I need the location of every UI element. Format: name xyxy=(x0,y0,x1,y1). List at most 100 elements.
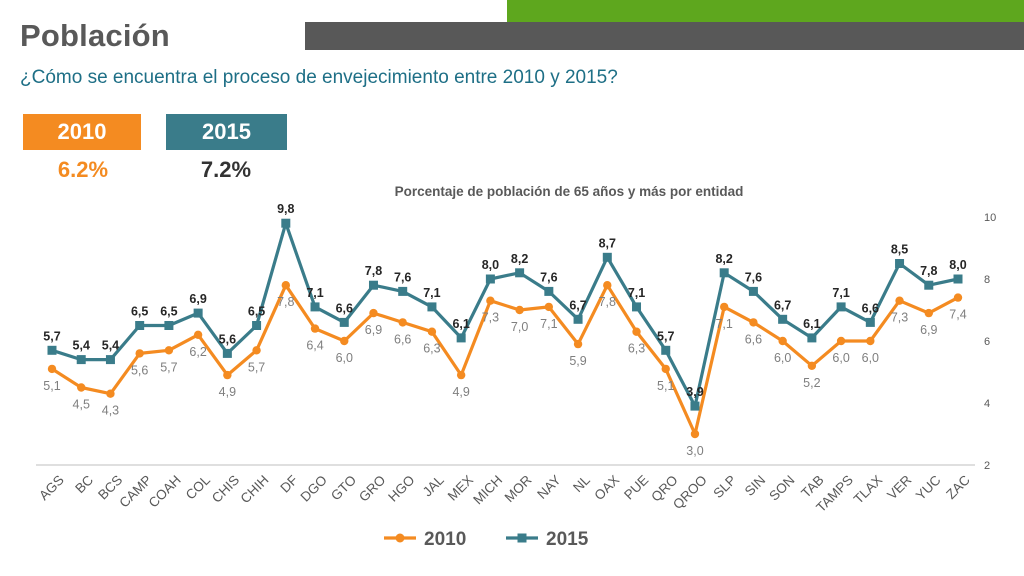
data-label-2015: 3,9 xyxy=(686,385,703,399)
point-2010-sin xyxy=(749,318,758,327)
point-2015-chis xyxy=(222,348,232,358)
data-label-2010: 6,0 xyxy=(774,351,791,365)
series-line-2015 xyxy=(51,221,959,408)
data-label-2010: 7,3 xyxy=(482,311,499,325)
point-2015-qroo xyxy=(690,401,700,411)
data-label-2010: 4,5 xyxy=(73,398,90,412)
point-2010-df xyxy=(281,281,291,290)
point-2010-nay xyxy=(544,302,554,312)
data-label-2015: 7,1 xyxy=(628,286,645,300)
point-2010-gro xyxy=(369,308,378,318)
point-2015-dgo xyxy=(310,302,320,312)
data-label-2015: 8,7 xyxy=(599,236,616,250)
data-label-2015: 8,0 xyxy=(482,258,499,272)
point-2010-slp xyxy=(719,302,729,312)
x-tick-label: JAL xyxy=(420,472,447,499)
x-tick-label: DGO xyxy=(298,472,330,504)
data-label-2010: 5,1 xyxy=(43,379,60,393)
legend-marker-2015 xyxy=(517,533,527,543)
point-2015-pue xyxy=(632,302,642,312)
point-2010-ver xyxy=(895,296,904,305)
x-tick-label: TLAX xyxy=(851,472,885,506)
point-2010-zac xyxy=(953,293,963,302)
x-tick-label: ZAC xyxy=(943,472,973,502)
point-2015-yuc xyxy=(924,280,934,290)
point-2015-mex xyxy=(456,333,466,343)
x-tick-label: SIN xyxy=(742,472,769,499)
x-tick-label: VER xyxy=(884,472,914,502)
y-tick-label: 4 xyxy=(984,398,990,410)
data-label-2015: 7,6 xyxy=(745,270,762,284)
point-2010-tab xyxy=(807,361,817,370)
data-label-2015: 8,0 xyxy=(949,258,966,272)
point-2010-camp xyxy=(135,349,144,358)
point-2015-mor xyxy=(515,268,525,278)
data-label-2015: 6,5 xyxy=(160,305,177,319)
year-box-2010: 2010 xyxy=(23,114,141,150)
legend-marker-2010 xyxy=(395,533,405,543)
point-2015-nl xyxy=(573,314,583,324)
point-2015-ags xyxy=(47,345,57,355)
data-label-2015: 5,4 xyxy=(73,339,90,353)
x-tick-label: MICH xyxy=(470,472,505,507)
y-tick-label: 10 xyxy=(984,212,996,224)
data-label-2015: 7,6 xyxy=(394,270,411,284)
point-2010-mex xyxy=(456,370,466,380)
data-label-2010: 7,8 xyxy=(599,295,616,309)
x-tick-label: GTO xyxy=(328,472,359,503)
x-tick-label: HGO xyxy=(385,472,417,504)
x-tick-label: CAMP xyxy=(116,472,154,510)
point-2015-sin xyxy=(748,286,758,296)
legend-label-2015: 2015 xyxy=(546,529,589,550)
data-label-2015: 6,1 xyxy=(452,317,469,331)
point-2015-coah xyxy=(164,321,174,330)
data-label-2010: 6,9 xyxy=(920,323,937,337)
point-2015-camp xyxy=(135,321,145,330)
point-2015-slp xyxy=(719,268,729,278)
data-label-2010: 4,9 xyxy=(452,385,469,399)
point-2010-pue xyxy=(632,327,641,336)
point-2015-jal xyxy=(427,302,437,312)
y-tick-label: 2 xyxy=(984,460,990,472)
point-2010-coah xyxy=(164,346,174,355)
x-tick-label: SON xyxy=(766,472,797,503)
point-2015-tamps xyxy=(836,302,846,312)
x-tick-label: QROO xyxy=(670,472,710,512)
point-2010-ags xyxy=(47,364,57,374)
data-label-2015: 7,1 xyxy=(306,286,323,300)
x-tick-label: MOR xyxy=(502,472,535,505)
x-tick-label: COL xyxy=(183,472,214,503)
point-2010-hgo xyxy=(398,318,407,327)
header-accent-gray xyxy=(305,22,1024,50)
data-label-2015: 7,8 xyxy=(365,264,382,278)
point-2015-hgo xyxy=(398,286,408,296)
data-label-2015: 6,7 xyxy=(774,298,791,312)
point-2010-dgo xyxy=(310,324,320,333)
point-2015-bcs xyxy=(105,355,115,365)
data-label-2010: 5,6 xyxy=(131,363,148,377)
x-tick-label: CHIS xyxy=(209,472,242,505)
point-2015-df xyxy=(281,218,291,228)
data-label-2015: 6,9 xyxy=(189,292,206,306)
point-2010-bc xyxy=(77,383,86,392)
point-2010-chih xyxy=(252,346,261,355)
data-label-2010: 6,6 xyxy=(745,332,762,346)
data-label-2015: 5,4 xyxy=(102,339,119,353)
data-label-2010: 5,7 xyxy=(248,360,265,374)
point-2010-chis xyxy=(223,370,232,380)
point-2015-col xyxy=(193,308,203,318)
point-2015-tlax xyxy=(865,317,875,327)
data-label-2015: 7,1 xyxy=(832,286,849,300)
data-label-2010: 7,1 xyxy=(540,317,557,331)
percentage-2010: 6.2% xyxy=(57,157,109,182)
x-tick-label: CHIH xyxy=(238,472,272,506)
percentage-2015: 7.2% xyxy=(200,157,252,182)
point-2010-qroo xyxy=(690,429,700,439)
data-label-2015: 8,5 xyxy=(891,243,908,257)
x-tick-label: NAY xyxy=(534,472,564,502)
point-2010-yuc xyxy=(924,308,933,318)
point-2015-tab xyxy=(807,333,817,343)
data-label-2015: 5,6 xyxy=(219,332,236,346)
x-tick-label: BC xyxy=(72,472,96,496)
x-tick-label: GRO xyxy=(356,472,388,504)
